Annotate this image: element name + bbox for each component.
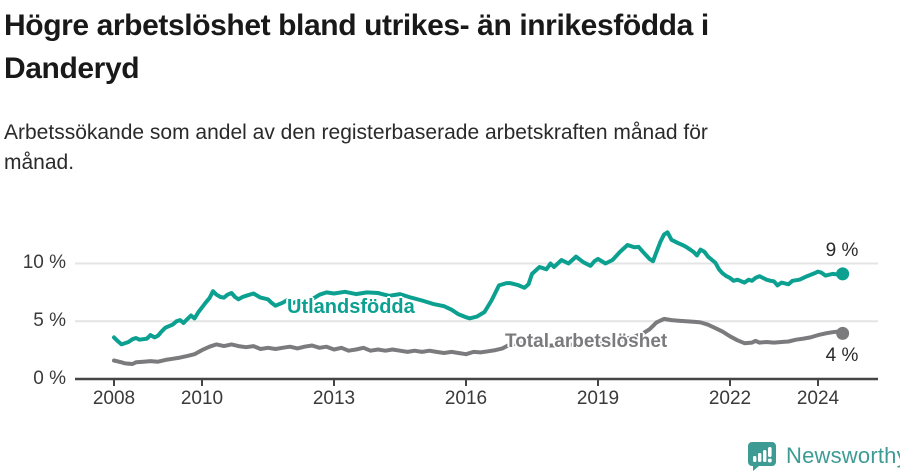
y-tick-label-10: 10 % bbox=[22, 252, 66, 273]
series-label-utlandsfodda: Utlandsfödda bbox=[287, 296, 415, 318]
x-tick-label-2019: 2019 bbox=[576, 388, 620, 409]
x-tick-label-2008: 2008 bbox=[92, 388, 136, 409]
y-tick-label-5: 5 % bbox=[33, 310, 66, 331]
subtitle-line-2: månad. bbox=[4, 151, 75, 174]
newsworthy-logo-icon bbox=[748, 442, 776, 471]
y-tick-label-0: 0 % bbox=[33, 368, 66, 389]
end-dots bbox=[836, 267, 850, 340]
x-axis bbox=[75, 377, 878, 386]
grid-lines bbox=[75, 262, 878, 323]
series-label-total-arbetsloshet: Total arbetslöshet bbox=[505, 331, 668, 352]
x-tick-label-2024: 2024 bbox=[796, 388, 840, 409]
title-line-2: Danderyd bbox=[4, 52, 140, 85]
end-value-label-utlandsfodda: 9 % bbox=[825, 240, 859, 261]
chart-subtitle: Arbetssökande som andel av den registerb… bbox=[4, 118, 854, 178]
end-value-label-total: 4 % bbox=[825, 345, 859, 366]
title-line-1: Högre arbetslöshet bland utrikes- än inr… bbox=[4, 9, 709, 42]
series-lines bbox=[112, 230, 845, 366]
newsworthy-logo[interactable]: Newsworthy bbox=[745, 439, 900, 473]
x-tick-label-2013: 2013 bbox=[312, 388, 356, 409]
page-title: Högre arbetslöshet bland utrikes- än inr… bbox=[4, 4, 874, 90]
subtitle-line-1: Arbetssökande som andel av den registerb… bbox=[4, 121, 708, 144]
x-tick-label-2010: 2010 bbox=[180, 388, 224, 409]
x-tick-label-2016: 2016 bbox=[444, 388, 488, 409]
newsworthy-brand-name: Newsworthy bbox=[786, 443, 900, 468]
x-tick-label-2022: 2022 bbox=[708, 388, 752, 409]
